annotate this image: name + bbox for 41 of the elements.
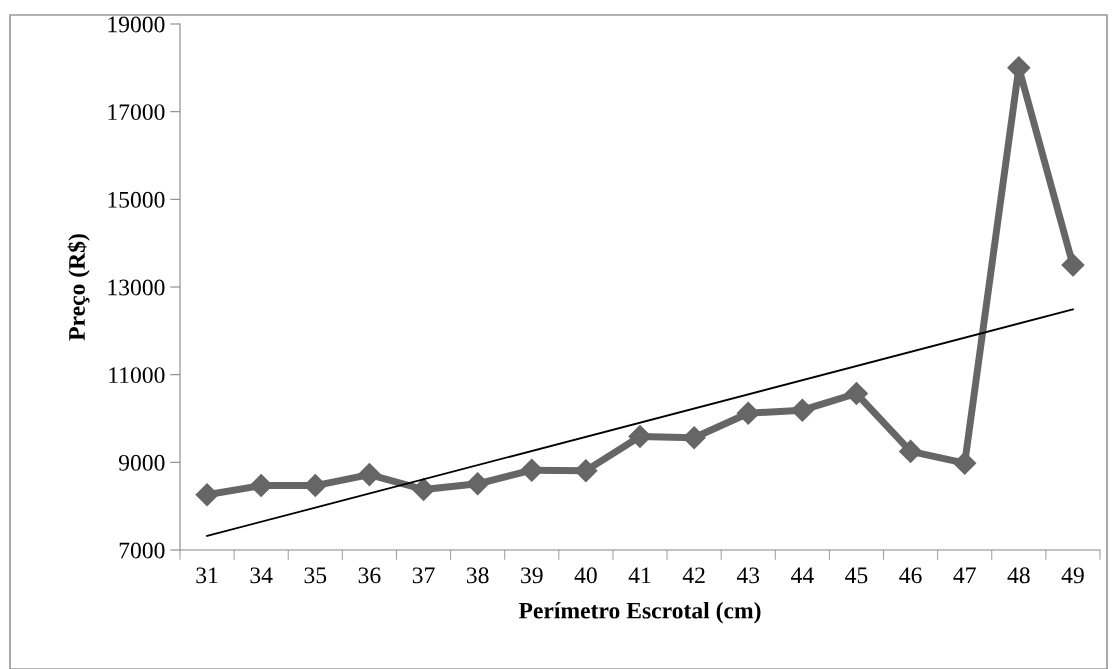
x-tick-label: 43 (736, 567, 760, 584)
x-tick-label: 45 (845, 567, 868, 584)
x-axis-title: Perímetro Escrotal (cm) (518, 601, 761, 624)
y-tick-label: 9000 (118, 454, 165, 471)
point (628, 424, 652, 448)
x-tick-label: 49 (1061, 567, 1084, 584)
point (682, 426, 706, 450)
y-tick-label: 13000 (108, 279, 165, 296)
x-tick-label: 44 (791, 567, 814, 584)
x-tick-label: 39 (521, 567, 543, 584)
x-tick-label: 36 (358, 567, 381, 584)
x-tick-label: 34 (250, 567, 273, 584)
x-tick-label: 37 (412, 567, 435, 584)
y-tick-label: 7000 (119, 542, 165, 559)
point (899, 439, 923, 463)
point (357, 463, 381, 487)
x-tick-label: 46 (899, 567, 922, 584)
x-tick-label: 47 (953, 567, 976, 584)
point (466, 472, 490, 496)
point (790, 398, 814, 422)
x-tick-label: 48 (1007, 567, 1030, 584)
point (520, 458, 544, 482)
point (844, 382, 868, 406)
point (574, 459, 598, 483)
x-tick-label: 41 (628, 567, 651, 584)
point (736, 401, 760, 425)
point (249, 474, 273, 498)
point (195, 483, 219, 507)
y-tick-label: 19000 (108, 16, 165, 33)
x-tick-label: 35 (304, 567, 327, 584)
point (412, 478, 436, 502)
y-tick-label: 15000 (108, 191, 165, 208)
x-tick-label: 38 (466, 567, 489, 584)
x-tick-label: 31 (196, 567, 218, 584)
y-tick-label: 11000 (109, 367, 165, 384)
x-tick-label: 42 (682, 567, 705, 584)
x-tick-label: 40 (574, 567, 597, 584)
point (953, 451, 977, 475)
y-tick-label: 17000 (108, 104, 165, 121)
point (1061, 253, 1085, 277)
y-axis-title: Preço (R$) (67, 234, 90, 341)
